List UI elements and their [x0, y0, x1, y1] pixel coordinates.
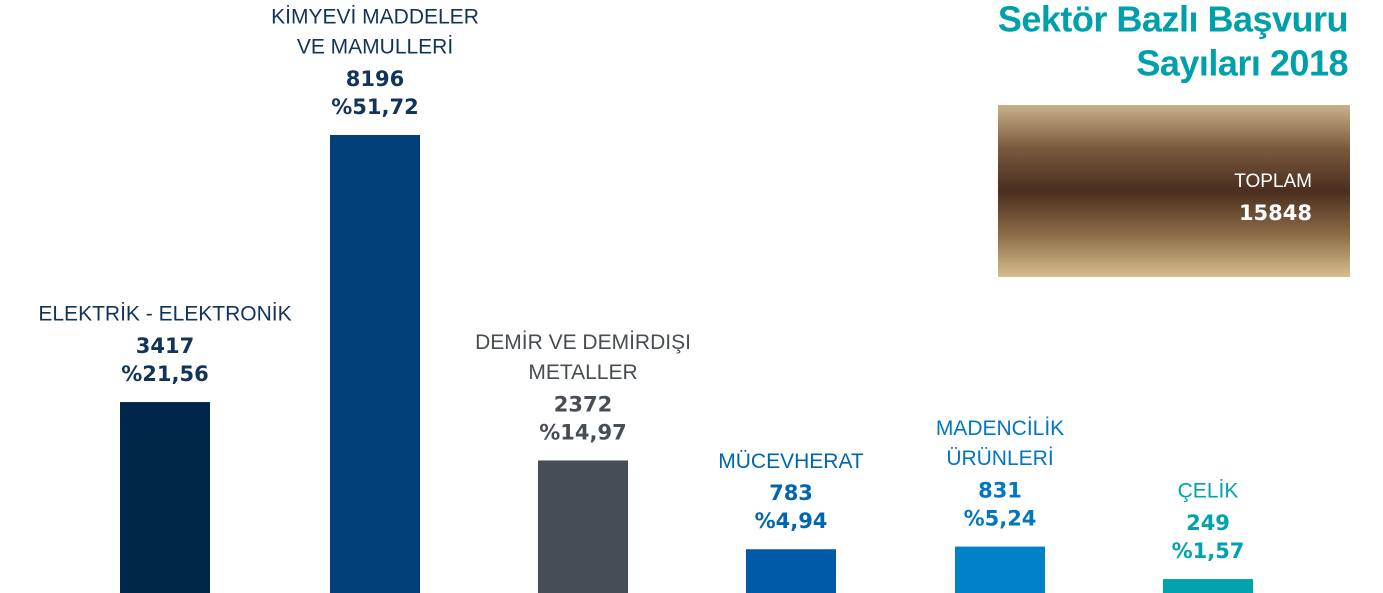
bar [955, 546, 1045, 593]
bar [1163, 579, 1253, 593]
category-label: ELEKTRİK - ELEKTRONİK [38, 303, 291, 326]
value-label: 783 [769, 481, 813, 505]
value-label: 8196 [346, 67, 404, 91]
share-label: %4,94 [755, 509, 828, 533]
value-label: 3417 [136, 334, 194, 358]
category-label: METALLER [528, 361, 637, 384]
category-label: ÇELİK [1178, 480, 1239, 503]
category-label: ÜRÜNLERİ [946, 447, 1053, 470]
bar [330, 135, 420, 593]
total-box [998, 105, 1350, 277]
bar [746, 549, 836, 593]
share-label: %21,56 [121, 362, 208, 386]
value-label: 2372 [554, 392, 612, 416]
chart-title: Sektör Bazlı Başvuru [998, 0, 1348, 40]
category-label: MADENCİLİK [936, 417, 1064, 440]
bar [538, 460, 628, 593]
category-label: DEMİR VE DEMİRDIŞI [475, 331, 691, 354]
share-label: %5,24 [964, 507, 1037, 531]
category-label: MÜCEVHERAT [718, 450, 864, 473]
value-label: 249 [1186, 511, 1230, 535]
share-label: %14,97 [539, 420, 626, 444]
total-label: TOPLAM [1234, 171, 1312, 192]
category-label: VE MAMULLERİ [297, 36, 453, 59]
bar [120, 402, 210, 593]
chart-title: Sayıları 2018 [1136, 43, 1348, 84]
share-label: %1,57 [1172, 539, 1245, 563]
category-label: KİMYEVİ MADDELER [271, 6, 479, 29]
value-label: 831 [978, 479, 1022, 503]
share-label: %51,72 [331, 95, 418, 119]
total-value: 15848 [1239, 201, 1312, 225]
